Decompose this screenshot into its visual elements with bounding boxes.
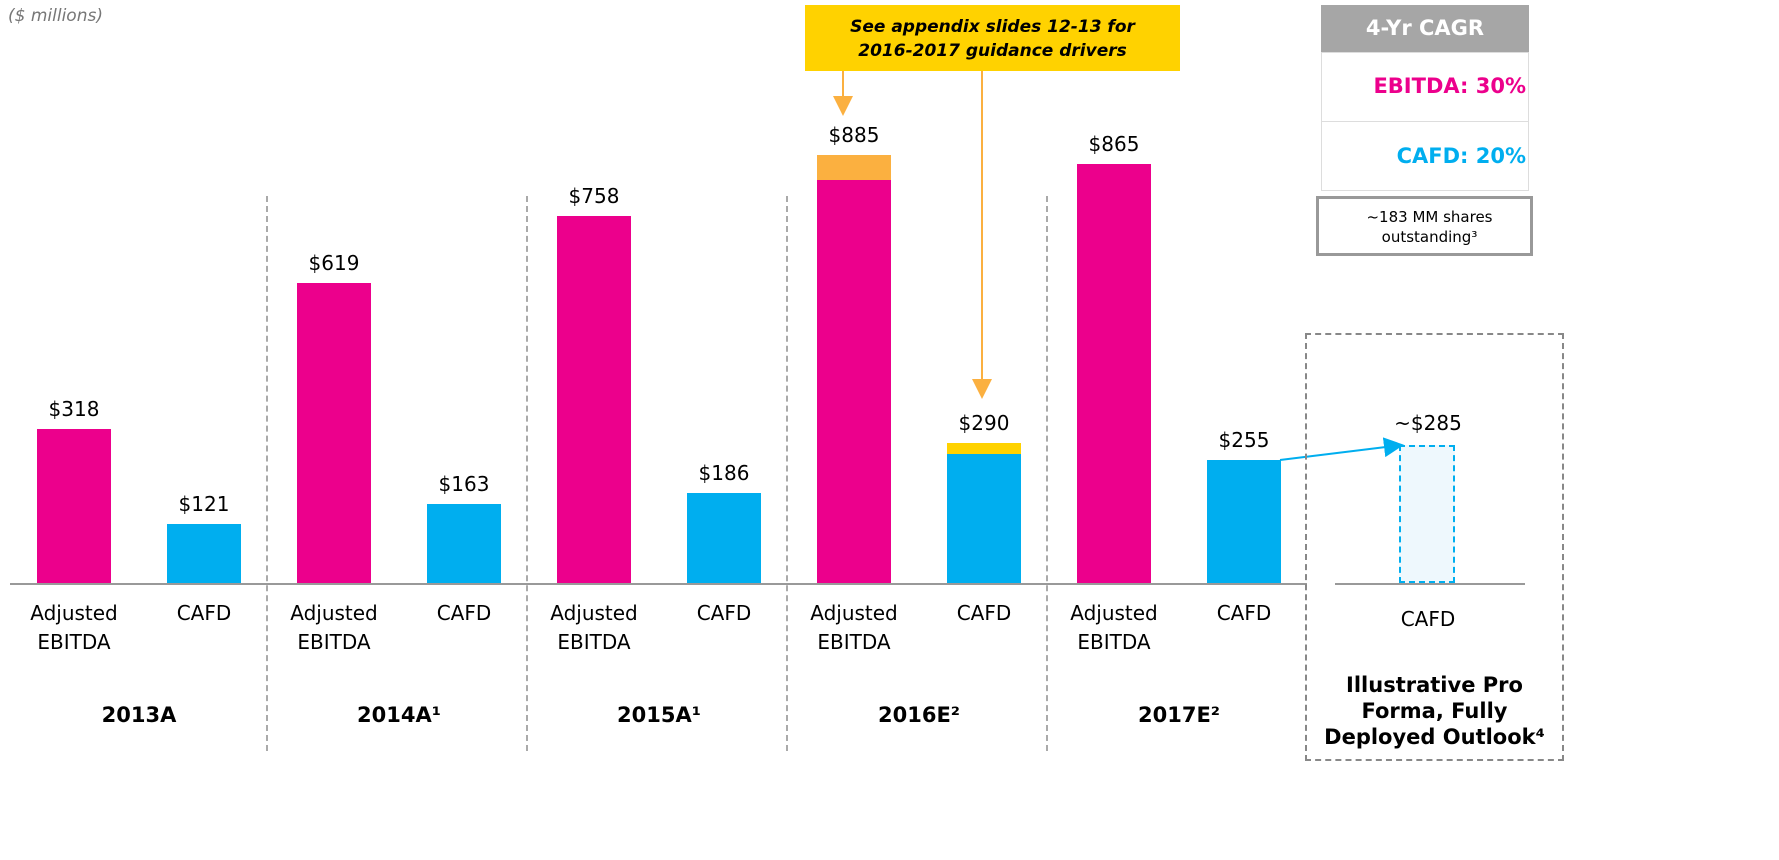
value-label: $186 [698,460,750,485]
value-label: $758 [568,184,620,208]
category-label: CAFD [696,601,752,625]
arrow [1279,437,1404,461]
pro-forma-title: Illustrative Pro Forma, Fully Deployed O… [1324,673,1545,749]
bar [1077,164,1151,583]
group-label: 2013A [101,703,177,727]
cagr-item: EBITDA: 30% [1373,74,1526,98]
category-label: Adjusted EBITDA [1070,601,1158,654]
separator [526,196,528,751]
value-label: $318 [48,397,100,422]
value-label: $163 [438,472,490,497]
value-label: $290 [958,410,1010,435]
category-label: CAFD [436,601,492,625]
value-label: $885 [828,122,880,147]
cagr-title: 4-Yr CAGR [1321,5,1529,52]
category-label: CAFD [956,601,1012,625]
category-label: Adjusted EBITDA [30,601,118,654]
bar [557,216,631,583]
category-label: Adjusted EBITDA [550,601,638,654]
subtitle: ($ millions) [8,6,103,26]
cagr-item: CAFD: 20% [1396,144,1526,168]
separator [266,196,268,751]
value-label: $121 [178,492,230,517]
category-label: CAFD [1216,601,1272,625]
bar [167,524,241,583]
bar [947,453,1021,583]
bar [37,429,111,583]
pro-forma-axis [1335,583,1525,585]
value-label: $865 [1088,132,1140,157]
category-label: Adjusted EBITDA [810,601,898,654]
group-label: 2014A¹ [357,703,441,727]
group-label: 2017E² [1138,703,1220,727]
separator [786,196,788,751]
axis-line [10,583,1307,585]
bar [817,179,891,583]
shares-note: ~183 MM shares outstanding³ [1316,196,1533,256]
pro-forma-bar [1399,445,1455,583]
bar [427,504,501,583]
group-label: 2015A¹ [617,703,701,727]
category-label: Adjusted EBITDA [290,601,378,654]
bar [687,492,761,583]
bar [297,283,371,583]
value-label: $255 [1218,427,1270,452]
pro-forma-box [1305,333,1564,761]
category-label: CAFD [1400,607,1456,631]
callout: See appendix slides 12-13 for 2016-2017 … [805,5,1180,71]
value-label: ~$285 [1394,411,1462,435]
bar-upside [817,154,891,180]
bar [1207,459,1281,583]
cagr-divider [1321,121,1529,122]
category-label: CAFD [176,601,232,625]
value-label: $619 [308,251,360,276]
bar-upside [947,442,1021,454]
group-label: 2016E² [878,703,960,727]
separator [1046,196,1048,751]
